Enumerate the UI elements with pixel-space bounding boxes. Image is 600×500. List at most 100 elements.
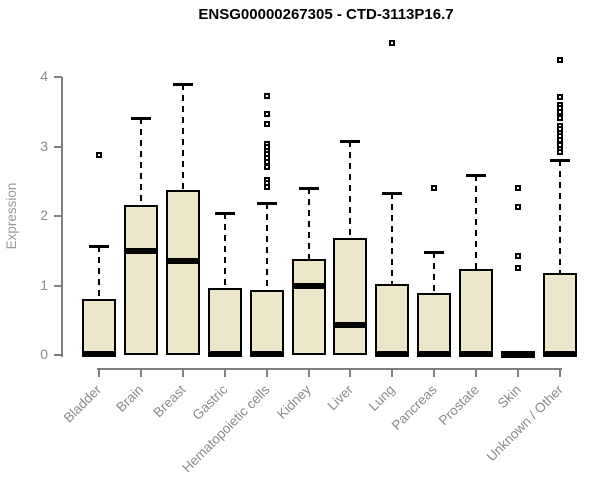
- chart-title: ENSG00000267305 - CTD-3113P16.7: [198, 6, 454, 23]
- outlier-point: [557, 57, 563, 64]
- box-gastric: [207, 288, 242, 355]
- y-axis-line: [61, 77, 63, 357]
- x-tick-label: Unknown / Other: [483, 382, 566, 465]
- x-tick-label: Brain: [113, 382, 147, 415]
- whisker-line: [223, 213, 226, 289]
- x-axis-line: [97, 368, 562, 370]
- y-axis-tick: [54, 284, 62, 287]
- whisker-cap: [298, 187, 319, 191]
- median-line: [123, 247, 158, 254]
- y-axis-tick: [54, 215, 62, 217]
- whisker-line: [559, 159, 561, 273]
- x-tick-label: Gastric: [189, 382, 231, 423]
- x-tick-label: Prostate: [435, 382, 482, 429]
- outlier-point: [263, 92, 270, 99]
- outlier-point: [96, 151, 102, 158]
- outlier-point: [515, 185, 522, 192]
- box-brain: [123, 204, 158, 355]
- outlier-point: [557, 115, 563, 121]
- median-line: [375, 350, 410, 357]
- whisker-cap: [382, 192, 403, 196]
- median-line: [543, 350, 577, 357]
- median-line: [82, 350, 116, 357]
- whisker-line: [433, 252, 436, 294]
- y-tick-label: 1: [40, 276, 48, 293]
- x-axis-tick: [98, 368, 100, 377]
- median-line: [501, 351, 536, 358]
- x-axis-tick: [307, 368, 310, 377]
- whisker-line: [307, 188, 310, 260]
- y-tick-label: 2: [40, 207, 48, 223]
- median-line: [291, 282, 326, 289]
- outlier-point: [263, 164, 270, 171]
- x-tick-label: Lung: [366, 382, 398, 414]
- box-lung: [375, 284, 410, 355]
- median-line: [207, 350, 242, 357]
- x-axis-tick: [559, 368, 561, 377]
- whisker-line: [475, 174, 478, 269]
- median-line: [165, 258, 200, 265]
- box-unknown-other: [543, 272, 577, 355]
- x-axis-tick: [223, 368, 226, 377]
- box-liver: [333, 238, 368, 355]
- outlier-point: [263, 121, 270, 128]
- outlier-point: [515, 203, 522, 210]
- whisker-cap: [214, 212, 235, 216]
- outlier-point: [557, 108, 563, 115]
- outlier-point: [557, 149, 563, 156]
- box-kidney: [291, 259, 326, 355]
- outlier-point: [557, 94, 563, 101]
- y-axis-tick: [54, 76, 62, 78]
- whisker-line: [181, 83, 184, 191]
- y-axis-tick: [54, 354, 62, 356]
- whisker-cap: [130, 117, 151, 120]
- x-axis-tick: [433, 368, 436, 377]
- x-axis-tick: [475, 368, 478, 377]
- y-tick-label: 4: [40, 68, 48, 84]
- whisker-line: [391, 193, 394, 285]
- median-line: [459, 350, 494, 357]
- whisker-line: [98, 245, 100, 300]
- whisker-line: [349, 140, 352, 239]
- y-axis-tick: [54, 145, 62, 148]
- box-breast: [165, 190, 200, 355]
- x-axis-tick: [181, 368, 184, 377]
- x-tick-label: Liver: [324, 382, 357, 414]
- outlier-point: [263, 183, 270, 190]
- whisker-cap: [550, 158, 570, 162]
- median-line: [333, 322, 368, 329]
- whisker-cap: [340, 139, 361, 143]
- x-axis-tick: [517, 368, 520, 377]
- whisker-cap: [89, 244, 109, 248]
- outlier-point: [263, 110, 270, 117]
- whisker-cap: [424, 251, 445, 255]
- box-hematopoietic-cells: [249, 289, 284, 355]
- x-tick-label: Bladder: [61, 382, 105, 426]
- median-line: [417, 350, 452, 357]
- outlier-point: [431, 185, 438, 192]
- median-line: [249, 350, 284, 357]
- x-axis-tick: [265, 368, 268, 377]
- whisker-line: [265, 202, 268, 290]
- x-axis-tick: [391, 368, 394, 377]
- outlier-point: [263, 158, 270, 165]
- box-prostate: [459, 268, 494, 355]
- y-tick-label: 3: [40, 137, 48, 154]
- outlier-point: [389, 39, 396, 46]
- whisker-cap: [172, 82, 193, 86]
- x-tick-label: Pancreas: [388, 382, 440, 433]
- whisker-cap: [256, 201, 277, 205]
- y-tick-label: 0: [40, 346, 48, 362]
- outlier-point: [515, 253, 522, 260]
- x-tick-label: Breast: [150, 382, 189, 421]
- box-bladder: [82, 299, 116, 355]
- x-axis-tick: [139, 368, 142, 377]
- x-axis-tick: [349, 368, 352, 377]
- whisker-line: [139, 118, 142, 205]
- x-tick-label: Kidney: [274, 382, 315, 422]
- outlier-point: [515, 265, 522, 272]
- x-tick-label: Skin: [494, 382, 524, 412]
- box-pancreas: [417, 293, 452, 355]
- whisker-cap: [466, 173, 487, 177]
